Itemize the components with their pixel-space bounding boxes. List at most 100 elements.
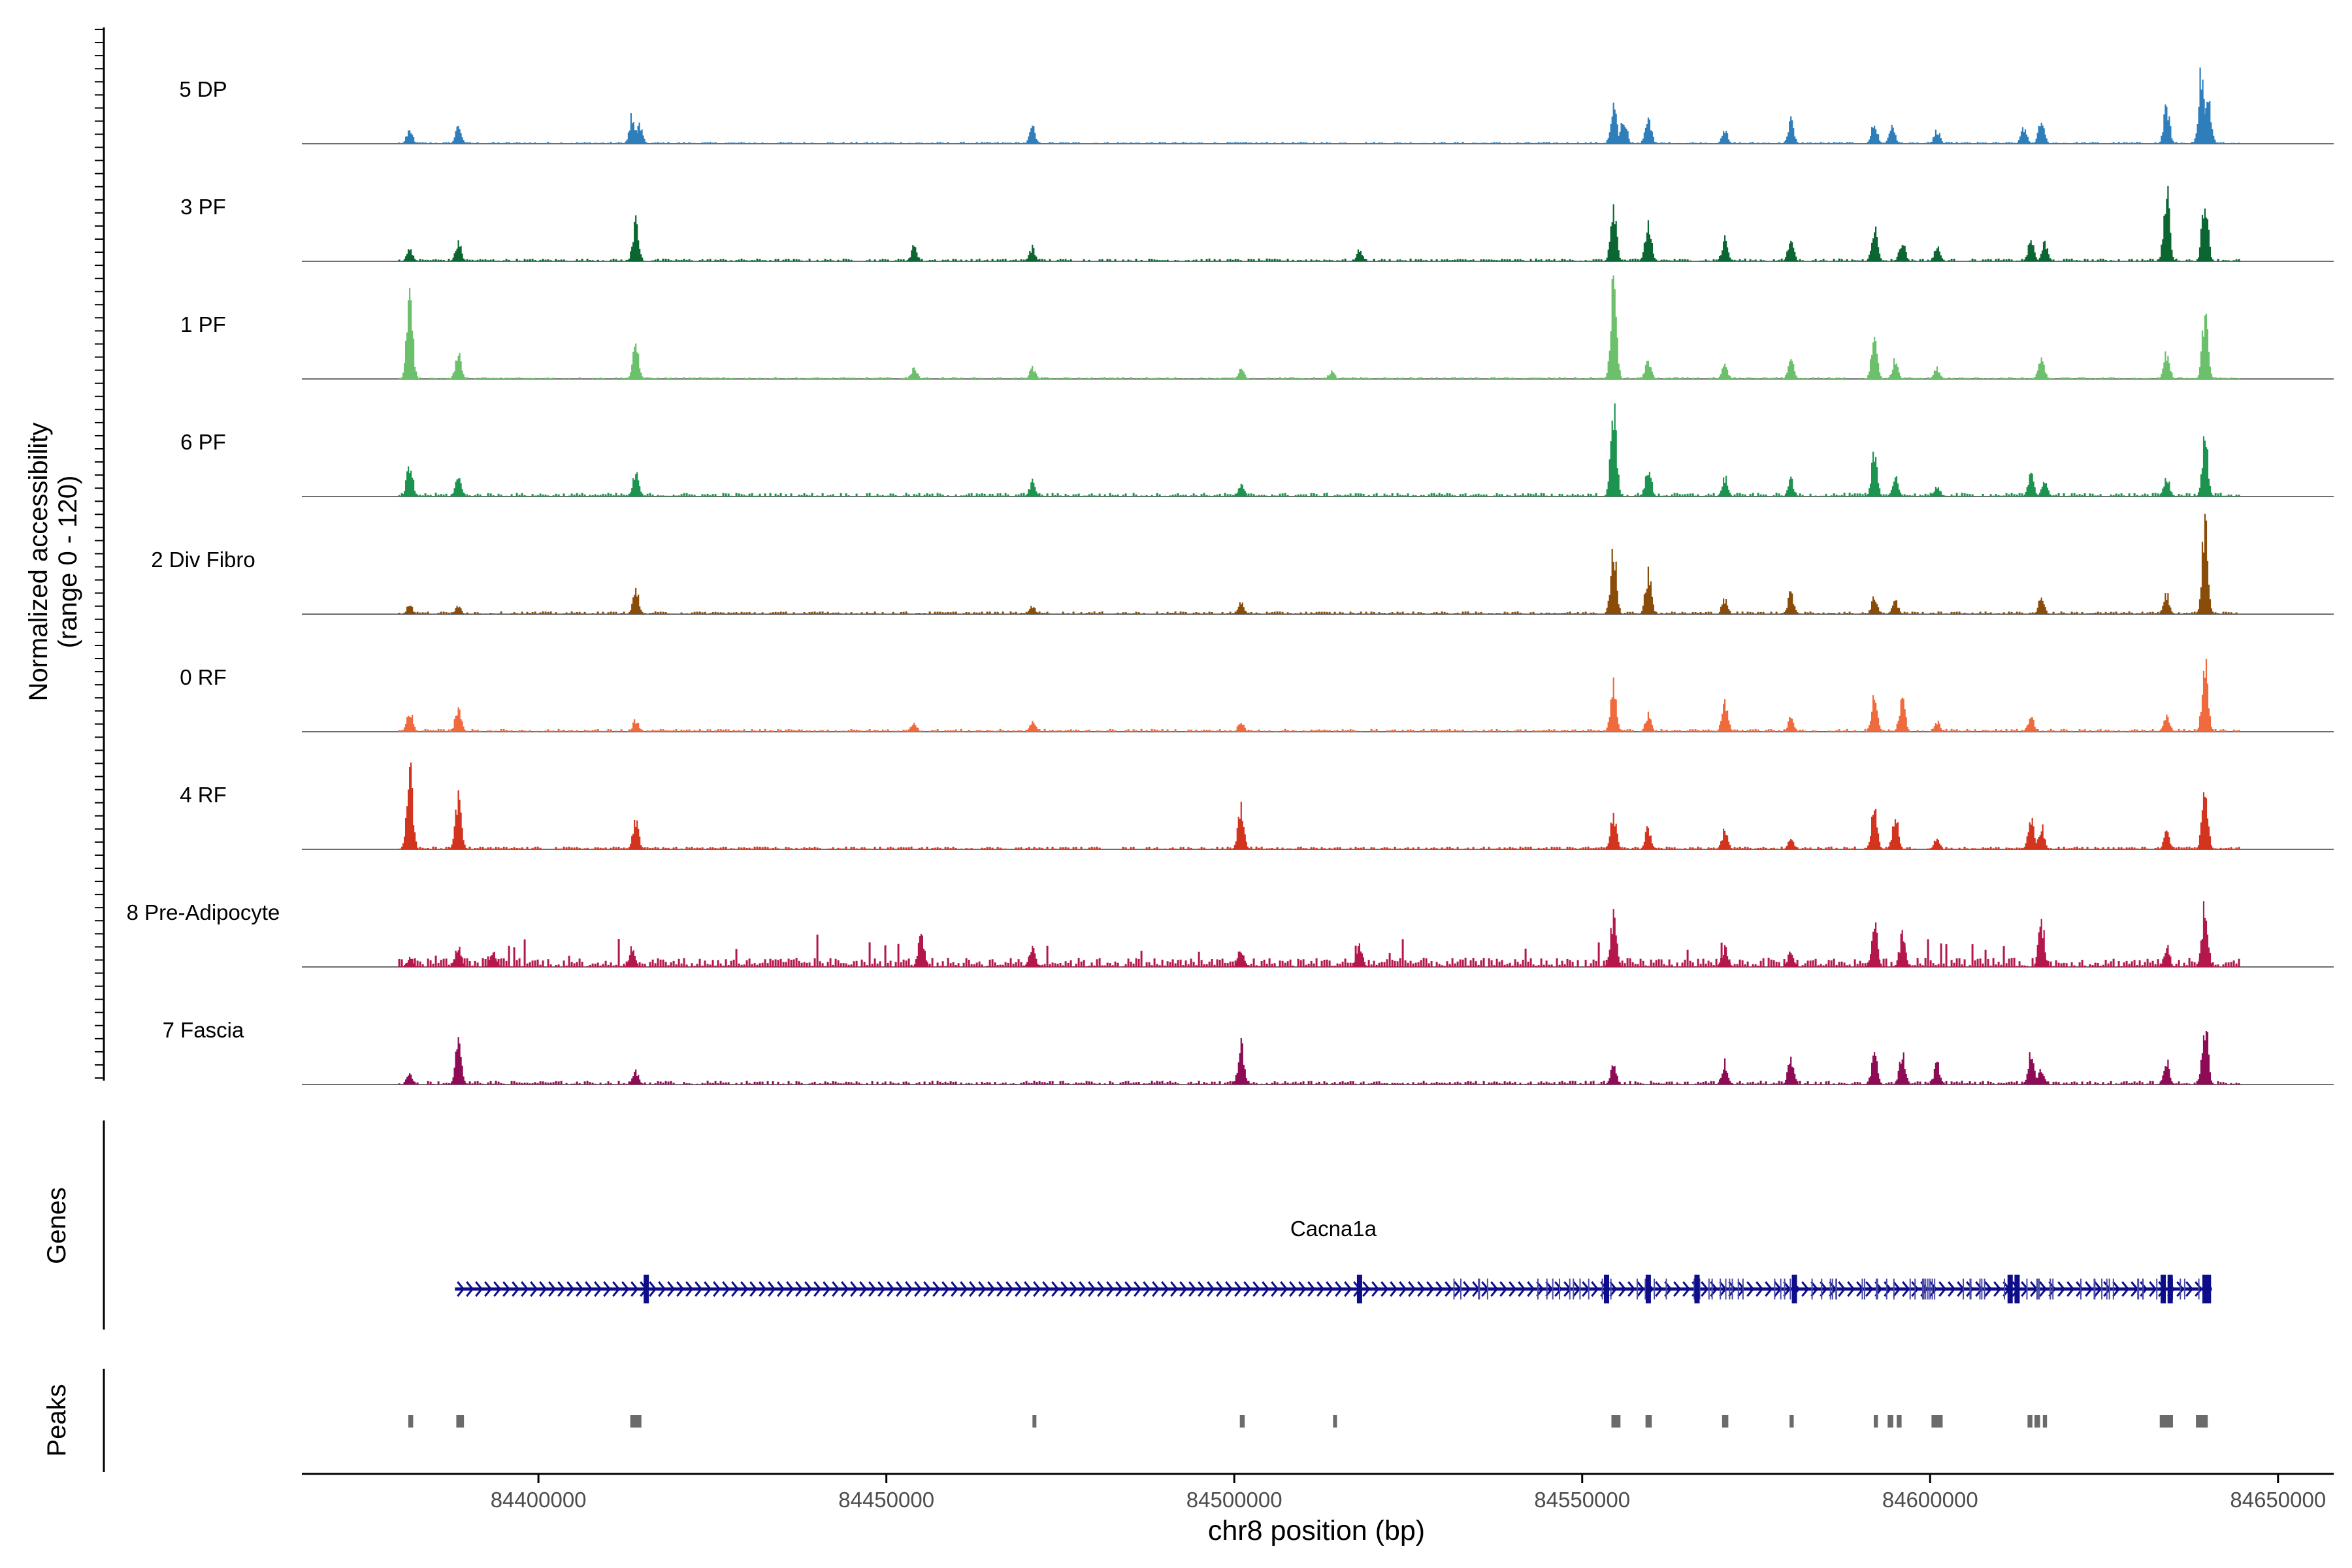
coverage-peak [2195,901,2215,967]
coverage-peak [2031,1069,2051,1085]
coverage-peak [1022,125,1043,144]
coverage-peak [2021,717,2041,732]
coverage-peak [2195,208,2215,261]
coverage-peak [904,367,924,379]
coverage-peak [2157,1059,2177,1085]
gene-exon [2161,1275,2166,1303]
peak-region [456,1415,465,1428]
coverage-peak [2195,1031,2215,1085]
peak-region [1645,1415,1652,1428]
coverage-peak [1781,240,1801,261]
coverage-peak [1231,723,1251,732]
coverage-peak [1231,951,1251,967]
peak-region [2042,1415,2048,1428]
coverage-peak [1638,220,1658,261]
coverage-peak [1603,549,1624,614]
coverage-peak [1231,802,1251,849]
coverage-peak [400,762,420,849]
track-0-rf: 0 RF [180,659,2334,732]
track-noise [398,934,2240,967]
coverage-peak [2157,593,2177,614]
track-6-pf: 6 PF [180,403,2334,497]
coverage-peak [2034,240,2055,261]
track-7-fascia: 7 Fascia [163,1018,2334,1085]
coverage-peak [1715,131,1735,144]
coverage-peak [1349,943,1369,967]
x-axis: 84400000 84450000 84500000 84550000 84600000… [302,1473,2334,1512]
coverage-peak [400,1073,420,1085]
peak-region [1333,1415,1337,1428]
coverage-peak [626,343,646,379]
coverage-peak [1603,678,1624,732]
track-3-pf: 3 PF [180,186,2334,262]
coverage-peak [1927,366,1947,379]
coverage-peak [911,934,931,967]
track-label: 4 RF [180,783,227,807]
track-label: 2 Div Fibro [151,547,255,572]
coverage-peak [1022,945,1043,967]
coverage-peak [2157,351,2177,379]
peak-region [2034,1415,2040,1428]
coverage-peak [1603,1065,1624,1085]
coverage-peak [1638,472,1658,497]
coverage-peak [1231,602,1251,614]
gene-exon [1356,1275,1362,1303]
peaks-axis-label: Peaks [42,1384,71,1456]
track-label: 6 PF [180,430,226,454]
track-label: 5 DP [179,77,227,101]
coverage-peak [2195,436,2215,497]
coverage-peak [1638,711,1658,732]
coverage-peak [2195,314,2215,379]
x-tick-label: 84400000 [491,1488,587,1512]
coverage-peak [2157,186,2177,261]
coverage-peak [400,466,420,497]
coverage-peak [448,947,468,967]
coverage-peak [1614,123,1634,144]
coverage-peak [1715,1058,1735,1085]
coverage-peak [400,130,420,144]
coverage-peak [1322,370,1342,379]
coverage-peak [626,472,646,497]
coverage-peak [1231,483,1251,497]
coverage-peak [1781,116,1801,144]
coverage-peak [1715,828,1735,849]
peak-region [1611,1415,1621,1428]
coverage-peak [1781,359,1801,379]
coverage-peak [626,215,646,261]
peak-region [1722,1415,1729,1428]
coverage-peak [1865,451,1885,497]
coverage-peak [448,125,468,144]
genes-axis-label: Genes [42,1187,71,1264]
coverage-peak [448,240,468,261]
track-2-div-fibro: 2 Div Fibro [151,514,2334,615]
coverage-peak [1892,930,1912,967]
coverage-peak [626,719,646,732]
track-label: 3 PF [180,195,226,219]
track-1-pf: 1 PF [180,275,2334,380]
coverage-peak [1638,361,1658,379]
coverage-peak [2031,919,2051,967]
peak-region [1931,1415,1943,1428]
coverage-peak [1781,1056,1801,1085]
coverage-peak [1603,204,1624,261]
peak-track [408,1415,2208,1428]
gene-exon [1694,1275,1700,1303]
peak-region [2159,1415,2173,1428]
x-tick-label: 84550000 [1534,1488,1630,1512]
coverage-peak [1231,368,1251,379]
coverage-peak [1231,1038,1251,1085]
peak-region [408,1415,414,1428]
coverage-peak [2157,714,2177,732]
track-label: 7 Fascia [163,1018,244,1042]
coverage-peak [448,1037,468,1085]
coverage-peak [2034,482,2055,497]
coverage-peak [1715,235,1735,261]
coverage-peak [400,956,420,967]
coverage-peak [1603,275,1624,379]
coverage-peak [1885,476,1906,497]
peak-region [1873,1415,1878,1428]
coverage-peak [1781,717,1801,732]
x-tick-label: 84500000 [1186,1488,1282,1512]
coverage-peak [2031,357,2051,379]
